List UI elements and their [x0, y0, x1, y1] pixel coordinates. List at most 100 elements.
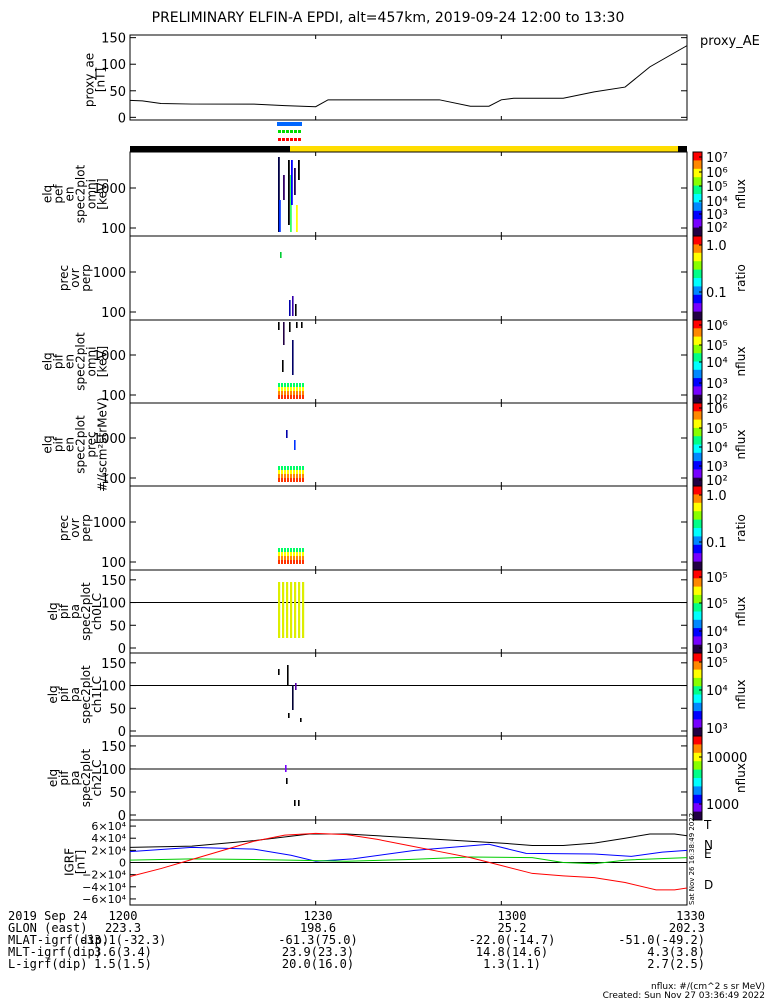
- proxy-ae-ylabel-line: [nT]: [94, 68, 108, 92]
- pa-ch0-cbar-cell: [693, 626, 702, 629]
- pa-ch0-cbar-cell: [693, 607, 702, 610]
- pif-en-cbar-cell: [693, 394, 702, 398]
- event-streak: [280, 252, 282, 258]
- pef-en-cbar-cell: [693, 164, 702, 168]
- pa-ch0-cbar-cell: [693, 621, 702, 625]
- pif-ratio-cbar-cell: [693, 563, 702, 567]
- pa-ch1-cbar-cell: [693, 663, 702, 666]
- pa-ch1-cbar-cell: [693, 731, 702, 735]
- spectrum-cell: [287, 474, 289, 478]
- pa-ch2-cbar-cell: [693, 790, 702, 794]
- spectrum-cell: [281, 395, 283, 399]
- pef-ratio-cbar-cell: [693, 311, 702, 315]
- pef-ratio-cbar-cell: [693, 282, 702, 285]
- pef-en-cbar-cell: [693, 196, 702, 199]
- spectrum-cell: [287, 387, 289, 391]
- pa-ch2-cbar-cell: [693, 788, 702, 792]
- pa-ch2-cbar-cell: [693, 763, 702, 766]
- pif-prec-cbar-cell: [693, 479, 702, 483]
- igrf-ytick-label: 4×10⁴: [91, 832, 126, 845]
- pef-ratio-cbar-cell: [693, 284, 702, 287]
- spectrum-cell: [293, 478, 295, 482]
- pif-en-cbar-cell: [693, 390, 702, 394]
- pif-en-cbar-cell: [693, 382, 702, 385]
- pef-ratio-cbar-cell: [693, 263, 702, 266]
- pa-ch0-cbar-cell: [693, 642, 702, 646]
- spectrum-cell: [281, 474, 283, 478]
- spectrum-cell: [290, 391, 292, 395]
- pa-ch1-ytick-label: 50: [109, 702, 126, 717]
- pef-ratio-cbar-cell: [693, 254, 702, 258]
- pa-ch1-cbar-cell: [693, 696, 702, 700]
- pa-ch0-cbar-cell: [693, 594, 702, 598]
- pif-prec-cbar-cell: [693, 461, 702, 464]
- footer-cell: 4.3(3.8): [647, 945, 705, 959]
- proxy-ae-ylabel-line: proxy_ae: [83, 53, 97, 107]
- pa-ch1-cbar-cell: [693, 667, 702, 671]
- spectrum-cell: [287, 395, 289, 399]
- pef-en-ylabel-line: spec2plot: [74, 164, 88, 223]
- pif-en-cbar-cell: [693, 355, 702, 358]
- pef-en-cbar-cell: [693, 179, 702, 182]
- pif-en-cbar-cell: [693, 359, 702, 362]
- pa-ch2-ylabel-line: pa: [68, 771, 82, 786]
- pif-ratio-cbar-cell: [693, 521, 702, 525]
- pef-ratio-cbar-cell: [693, 278, 702, 281]
- pa-ch0-cbar-tick-label: 10⁴: [706, 625, 728, 640]
- pef-ratio-cbar-cell: [693, 267, 702, 271]
- event-streak: [295, 304, 297, 316]
- indicator-green: [278, 130, 281, 133]
- pa-ch2-ytick-label: 0: [118, 809, 126, 824]
- pa-ch1-cbar-cell: [693, 711, 702, 714]
- igrf-ytick-label: 2×10⁴: [91, 844, 126, 857]
- pif-en-cbar-tick-label: 10²: [706, 393, 728, 408]
- event-streak: [291, 160, 293, 205]
- pef-en-cbar-label-text: nflux: [734, 179, 748, 209]
- pa-ch2-cbar-cell: [693, 803, 702, 806]
- pif-prec-cbar-tick-label: 10⁶: [706, 402, 728, 417]
- pef-ratio-cbar-cell: [693, 301, 702, 304]
- spectrum-cell: [293, 466, 295, 470]
- pa-ch2-cbar-cell: [693, 815, 702, 819]
- indicator-green: [294, 130, 297, 133]
- pif-en-ylabel-line: pif: [52, 353, 66, 369]
- pif-en-cbar-cell: [693, 342, 702, 346]
- pif-ratio-cbar-cell: [693, 542, 702, 546]
- pif-prec-cbar-cell: [693, 477, 702, 481]
- spectrum-cell: [296, 395, 298, 399]
- pef-ratio-cbar-cell: [693, 290, 702, 294]
- pa-ch1-cbar-cell: [693, 709, 702, 712]
- pif-prec-cbar-cell: [693, 413, 702, 416]
- pif-en-cbar-cell: [693, 369, 702, 373]
- proxy-ae-line: [129, 45, 688, 108]
- pa-ch0-cbar-cell: [693, 638, 702, 642]
- pa-ch1-ytick-label: 150: [101, 657, 126, 672]
- pa-ch1-cbar-cell: [693, 665, 702, 669]
- pa-ch0-ylabel-line: elq: [46, 602, 60, 620]
- pa-ch0-cbar-cell: [693, 634, 702, 637]
- pif-ratio-cbar-cell: [693, 494, 702, 497]
- igrf-ylabel-line: IGRF: [63, 848, 77, 876]
- pef-ratio-cbar-cell: [693, 244, 702, 247]
- pef-ratio-cbar-cell: [693, 288, 702, 292]
- pef-ratio-cbar-cell: [693, 317, 702, 321]
- pif-ratio-cbar-cell: [693, 551, 702, 554]
- pa-ch0-frame: [129, 569, 688, 654]
- spectrum-cell: [281, 470, 283, 474]
- proxy-ae-ytick-label: 150: [101, 32, 126, 47]
- spectrum-cell: [299, 556, 301, 560]
- pa-ch1-ylabel-line: pa: [68, 687, 82, 702]
- pa-ch2-cbar-cell: [693, 738, 702, 741]
- pa-ch0-cbar-label: nflux: [734, 597, 748, 627]
- event-streak: [294, 800, 296, 806]
- pef-ratio-cbar-cell: [693, 273, 702, 277]
- pif-prec-cbar-cell: [693, 481, 702, 485]
- pif-en-cbar-cell: [693, 392, 702, 396]
- pef-ratio-cbar-cell: [693, 236, 702, 239]
- indicator-red: [282, 138, 285, 141]
- pif-prec-ylabel-line: pif: [52, 436, 66, 452]
- pa-ch2-cbar-cell: [693, 775, 702, 779]
- pa-ch0-cbar-cell: [693, 599, 702, 602]
- pif-en-cbar-cell: [693, 400, 702, 404]
